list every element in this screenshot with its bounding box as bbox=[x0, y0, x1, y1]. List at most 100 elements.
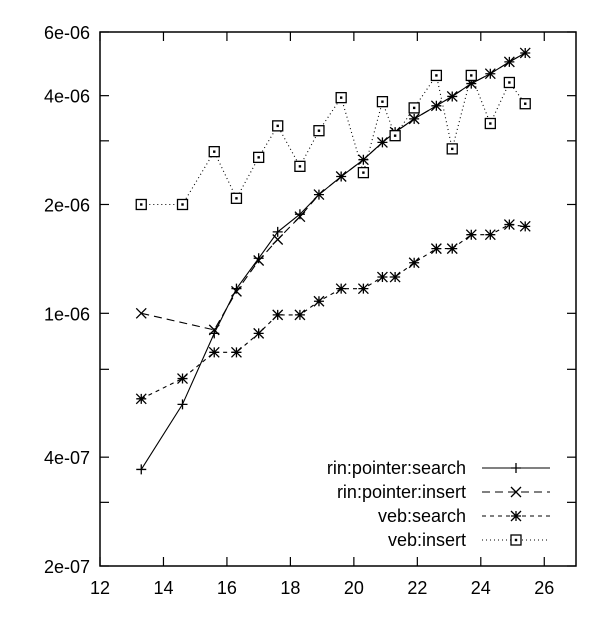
data-point bbox=[484, 68, 496, 80]
series-0 bbox=[136, 47, 531, 475]
series-layer bbox=[135, 47, 531, 475]
y-tick-label: 2e-06 bbox=[44, 195, 90, 215]
legend-label: rin:pointer:search bbox=[327, 458, 466, 478]
data-point bbox=[176, 198, 189, 211]
data-point bbox=[389, 130, 401, 142]
data-point bbox=[253, 151, 265, 164]
data-point bbox=[519, 98, 531, 110]
marker-dot bbox=[235, 197, 238, 200]
marker-dot bbox=[213, 150, 216, 153]
marker-dot bbox=[508, 81, 511, 84]
y-tick-label: 1e-06 bbox=[44, 304, 90, 324]
series-line bbox=[141, 73, 526, 206]
data-point bbox=[484, 117, 496, 130]
data-point bbox=[408, 102, 420, 114]
x-tick-label: 16 bbox=[217, 578, 237, 598]
marker-dot bbox=[339, 96, 343, 99]
data-point bbox=[465, 69, 477, 82]
marker-dot bbox=[140, 203, 143, 206]
y-tick-label: 2e-07 bbox=[44, 557, 90, 577]
marker-dot bbox=[435, 74, 438, 77]
series-1 bbox=[135, 47, 531, 336]
legend-entry-1: rin:pointer:insert bbox=[337, 482, 550, 502]
data-point bbox=[135, 307, 147, 319]
legend-label: veb:search bbox=[378, 506, 466, 526]
marker-dot bbox=[276, 124, 279, 128]
legend-marker bbox=[510, 534, 522, 546]
axes: 12 14 16 18 20 22 24 26 2e-07 4e-07 1e-06 2e-06 4e-0… bbox=[44, 23, 577, 598]
x-tick-label: 26 bbox=[534, 578, 554, 598]
x-tick-label: 14 bbox=[153, 578, 173, 598]
data-point bbox=[177, 373, 188, 385]
data-point bbox=[272, 234, 284, 245]
data-point bbox=[177, 399, 188, 410]
x-tick-label: 24 bbox=[471, 578, 491, 598]
data-point bbox=[446, 90, 458, 102]
data-point bbox=[335, 283, 347, 295]
marker-dot bbox=[381, 100, 384, 103]
data-point bbox=[294, 211, 306, 223]
marker-dot bbox=[181, 203, 184, 206]
data-point bbox=[135, 198, 147, 211]
y-tick-label: 4e-06 bbox=[44, 87, 90, 107]
data-point bbox=[389, 271, 401, 283]
data-point bbox=[208, 346, 220, 358]
data-point bbox=[253, 255, 265, 266]
data-point bbox=[272, 120, 284, 132]
data-point bbox=[446, 243, 458, 255]
marker-dot bbox=[317, 129, 321, 132]
data-point bbox=[335, 91, 347, 104]
series-line bbox=[141, 52, 526, 331]
marker-dot bbox=[298, 165, 302, 168]
data-point bbox=[484, 229, 496, 241]
y-tick-label: 4e-07 bbox=[44, 448, 90, 468]
data-point bbox=[313, 189, 325, 201]
legend-marker bbox=[510, 510, 522, 522]
y-tick-label: 6e-06 bbox=[44, 23, 90, 43]
data-point bbox=[272, 226, 283, 237]
legend-marker bbox=[510, 486, 522, 498]
data-point bbox=[208, 146, 220, 158]
data-point bbox=[230, 346, 242, 358]
data-point bbox=[230, 285, 242, 297]
data-point bbox=[272, 309, 284, 321]
data-point bbox=[503, 219, 515, 231]
x-tick-label: 22 bbox=[407, 578, 427, 598]
legend-label: veb:insert bbox=[388, 530, 466, 550]
data-point bbox=[357, 283, 369, 295]
data-point bbox=[408, 113, 420, 125]
legend: rin:pointer:search rin:pointer:insert veb:… bbox=[327, 458, 550, 550]
data-point bbox=[430, 69, 443, 82]
marker-dot bbox=[362, 171, 365, 174]
data-point bbox=[357, 166, 370, 179]
x-tick-label: 18 bbox=[280, 578, 300, 598]
legend-entry-2: veb:search bbox=[378, 506, 550, 526]
data-point bbox=[408, 257, 420, 269]
legend-entry-0: rin:pointer:search bbox=[327, 458, 550, 478]
marker-dot bbox=[470, 74, 473, 77]
marker-dot bbox=[514, 538, 518, 542]
x-tick-label: 20 bbox=[344, 578, 364, 598]
data-point bbox=[465, 229, 477, 241]
data-point bbox=[335, 171, 347, 182]
series-2 bbox=[135, 219, 531, 405]
data-point bbox=[253, 253, 264, 264]
data-point bbox=[253, 327, 265, 339]
data-point bbox=[135, 393, 147, 405]
plot-frame bbox=[99, 31, 577, 567]
data-point bbox=[376, 96, 389, 108]
data-point bbox=[136, 464, 147, 475]
marker-dot bbox=[451, 147, 454, 151]
data-point bbox=[376, 271, 388, 283]
x-tick-label: 12 bbox=[90, 578, 110, 598]
data-point bbox=[519, 220, 531, 232]
legend-marker bbox=[511, 463, 521, 473]
marker-dot bbox=[393, 134, 397, 137]
data-point bbox=[208, 324, 220, 336]
data-point bbox=[313, 125, 325, 137]
series-3 bbox=[135, 69, 531, 211]
data-point bbox=[430, 100, 442, 112]
data-point bbox=[294, 309, 306, 321]
data-point bbox=[503, 76, 516, 89]
